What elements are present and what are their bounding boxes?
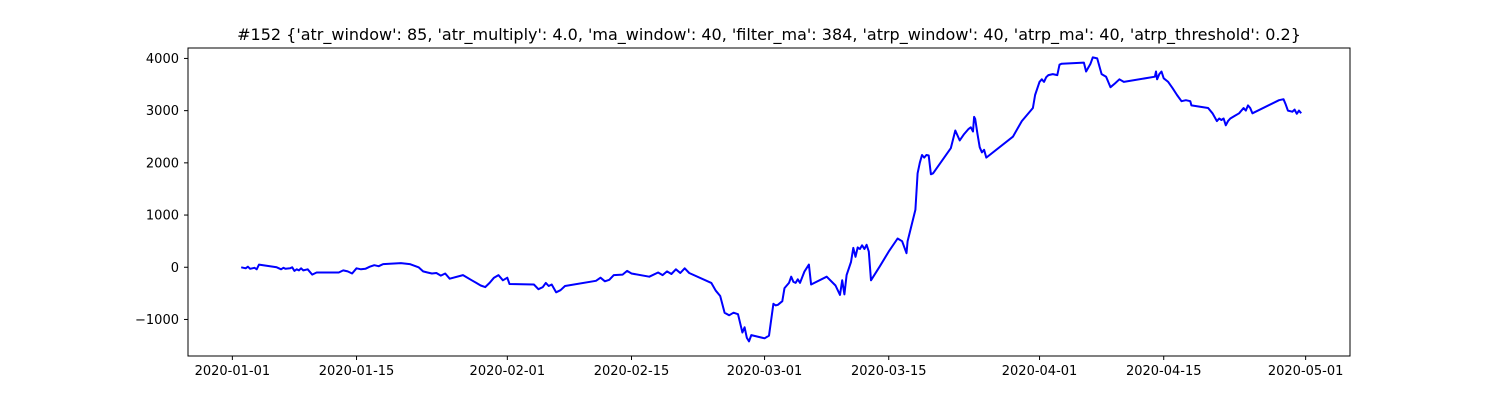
y-tick-label: −1000: [135, 313, 179, 328]
x-tick-label: 2020-05-01: [1268, 364, 1344, 379]
y-axis: −1000 0 1000 2000 3000 4000: [135, 52, 188, 328]
series-line-0: [240, 56, 1302, 343]
x-tick-label: 2020-01-01: [195, 364, 271, 379]
y-tick-label: 3000: [146, 104, 179, 119]
x-tick-label: 2020-04-01: [1002, 364, 1078, 379]
y-tick-label: 4000: [146, 52, 179, 67]
x-axis: 2020-01-01 2020-01-15 2020-02-01 2020-02-15…: [195, 356, 1344, 379]
x-tick-label: 2020-02-01: [470, 364, 546, 379]
x-tick-label: 2020-03-15: [851, 364, 927, 379]
x-tick-label: 2020-04-15: [1126, 364, 1202, 379]
y-tick-label: 2000: [146, 156, 179, 171]
chart-title: #152 {'atr_window': 85, 'atr_multiply': …: [237, 25, 1301, 45]
y-tick-label: 0: [171, 261, 179, 276]
x-tick-label: 2020-03-01: [727, 364, 803, 379]
x-tick-label: 2020-02-15: [594, 364, 670, 379]
series-layer: [240, 56, 1302, 343]
x-tick-label: 2020-01-15: [319, 364, 395, 379]
plot-frame: [187, 47, 1351, 357]
y-tick-label: 1000: [146, 209, 179, 224]
